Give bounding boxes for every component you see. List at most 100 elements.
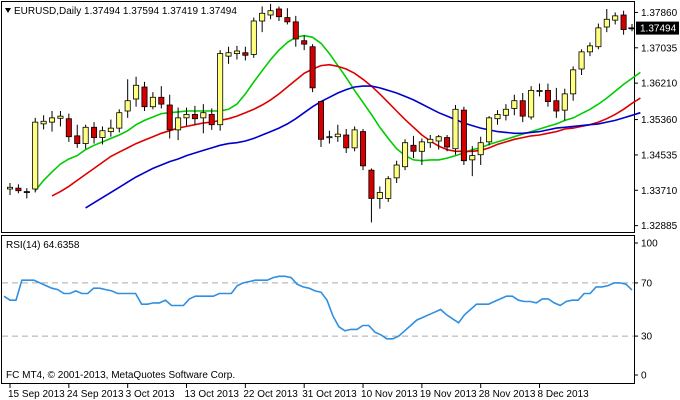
candle (23, 188, 30, 199)
candle-body-up (502, 108, 509, 116)
time-tick-label: 3 Oct 2013 (126, 389, 175, 400)
candle (360, 129, 367, 171)
candle-body-up (570, 69, 577, 95)
candle-body-up (225, 52, 232, 57)
candle (528, 86, 535, 120)
candle-body-up (402, 142, 409, 168)
candle (233, 45, 240, 60)
candle-body-up (595, 27, 602, 48)
price-tick-label: 1.35360 (641, 115, 678, 126)
time-tick-label: 13 Oct 2013 (185, 389, 240, 400)
candle-body-up (40, 120, 47, 125)
candle (259, 6, 266, 33)
candle (57, 111, 64, 127)
candle (486, 116, 493, 146)
candle-body-down (208, 114, 215, 126)
candle-body-up (427, 138, 434, 144)
candle-body-down (620, 14, 627, 30)
candle-body-down (91, 126, 98, 138)
candle (418, 138, 425, 165)
symbol-info: EURUSD,Daily 1.37494 1.37594 1.37419 1.3… (14, 6, 237, 17)
ma-line-ma_slow (85, 85, 641, 209)
candle (620, 10, 627, 35)
candle (570, 66, 577, 101)
candle-body-up (511, 100, 518, 109)
candle-body-up (6, 186, 14, 190)
candle (477, 136, 484, 165)
candle-body-down (242, 52, 249, 56)
candle (275, 6, 282, 21)
candle (175, 107, 182, 141)
price-axis: 1.37860 1.37035 1.36210 1.35360 1.34535 1.337… (628, 8, 678, 232)
candle (267, 3, 274, 20)
candle-body-up (603, 18, 610, 28)
candle-body-down (544, 90, 551, 102)
candle-body-down (360, 131, 367, 167)
candle (460, 106, 467, 165)
candle (309, 44, 316, 93)
candle (402, 139, 409, 171)
candle-body-up (469, 155, 476, 161)
candle (49, 111, 56, 132)
candle (225, 46, 232, 64)
current-price-label: 1.37494 (640, 24, 677, 35)
candle-body-up (133, 84, 140, 100)
rsi-axis: 100 70 30 0 (634, 239, 658, 382)
candle-body-down (301, 40, 308, 45)
moving-averages (34, 34, 641, 209)
candle (301, 35, 308, 51)
candle (612, 12, 619, 25)
candle-body-up (494, 114, 501, 120)
candle (578, 49, 585, 75)
candle (124, 79, 131, 118)
candle-body-down (65, 118, 72, 138)
candle-body-down (158, 96, 165, 105)
candle-body-down (553, 100, 560, 112)
price-tick-label: 1.36210 (641, 79, 678, 90)
candle (15, 184, 22, 194)
candle-body-down (275, 8, 282, 18)
price-tick-label: 1.37035 (641, 43, 678, 54)
candle (544, 83, 551, 107)
candle (65, 113, 72, 142)
candle (553, 87, 560, 118)
candle-body-down (74, 135, 81, 144)
rsi-series (3, 275, 633, 340)
candle (427, 135, 434, 148)
candle (107, 119, 114, 137)
candle (435, 135, 442, 150)
candle (502, 104, 509, 121)
candle (292, 15, 299, 47)
candle (91, 122, 98, 144)
candle (586, 42, 593, 57)
candle (385, 176, 392, 202)
candle-body-down (141, 86, 148, 108)
candle-body-up (385, 178, 392, 199)
current-price-box (636, 21, 679, 35)
candle (595, 23, 602, 50)
candle (511, 94, 518, 116)
candle-body-down (317, 101, 325, 140)
candle (410, 135, 417, 159)
candle-body-up (200, 112, 207, 119)
price-tick-label: 1.33710 (641, 186, 678, 197)
candle-body-up (116, 112, 123, 129)
rsi-tick-label: 0 (641, 371, 647, 382)
time-tick-label: 10 Nov 2013 (361, 389, 418, 400)
candle (82, 124, 89, 149)
candle-body-up (376, 192, 383, 199)
candle (242, 46, 249, 61)
candle (250, 17, 257, 58)
candle (191, 105, 198, 125)
candle (393, 160, 400, 183)
candle-body-up (250, 20, 257, 55)
candle-body-down (460, 109, 467, 162)
candle-body-up (326, 136, 333, 139)
candle-body-down (444, 137, 451, 148)
candle-body-up (351, 129, 358, 149)
candle (200, 104, 207, 134)
candle-body-down (309, 46, 316, 89)
candle (40, 115, 47, 130)
